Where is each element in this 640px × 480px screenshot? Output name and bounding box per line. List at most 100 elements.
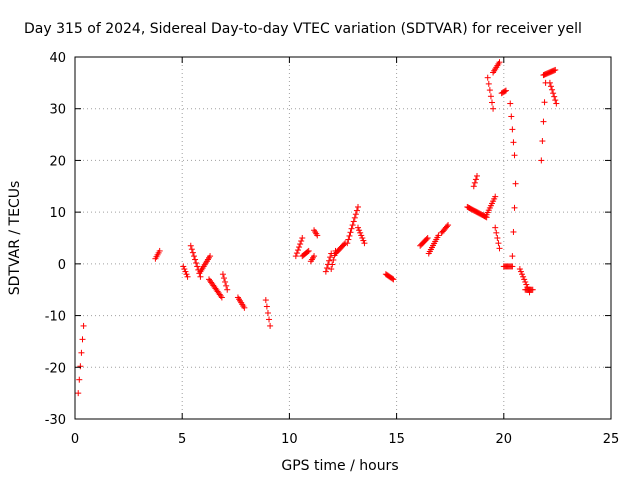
data-point (517, 268, 524, 275)
data-point (297, 241, 304, 248)
data-point (79, 336, 86, 343)
data-point (522, 278, 529, 285)
plot-frame (74, 56, 612, 420)
axis-ticks: 0 5 10 15 20 25 -30 -20 -10 0 10 20 30 40 (45, 51, 620, 447)
data-point (509, 263, 516, 270)
data-point (486, 87, 493, 94)
data-point (551, 93, 558, 100)
data-point (78, 349, 85, 356)
data-point (241, 304, 248, 311)
data-point (314, 232, 321, 239)
data-point (496, 59, 503, 66)
data-point (512, 180, 519, 187)
x-tick-label: 15 (388, 432, 405, 447)
data-point (221, 275, 228, 282)
data-point (361, 240, 368, 247)
data-point (357, 229, 364, 236)
data-point (509, 253, 516, 260)
data-point (507, 100, 514, 107)
y-tick-label: 30 (49, 103, 66, 118)
data-point (492, 193, 499, 200)
data-points (75, 59, 560, 397)
data-point (553, 100, 560, 107)
y-tick-label: -20 (45, 361, 66, 376)
data-point (350, 218, 357, 225)
data-point (293, 250, 300, 257)
data-point (328, 266, 335, 273)
data-point (77, 363, 84, 370)
data-point (197, 273, 204, 280)
data-point (472, 176, 479, 183)
data-point (509, 126, 516, 133)
data-point (183, 271, 190, 278)
data-point (181, 266, 188, 273)
data-point (184, 273, 191, 280)
data-point (218, 294, 225, 301)
x-tick-label: 10 (281, 432, 298, 447)
data-point (182, 268, 189, 275)
data-point (349, 222, 356, 229)
data-point (304, 248, 311, 255)
data-point (492, 224, 499, 231)
data-point (322, 268, 329, 275)
x-tick-label: 20 (496, 432, 513, 447)
data-point (355, 203, 362, 210)
y-tick-label: 20 (49, 154, 66, 169)
data-point (502, 87, 509, 94)
data-point (341, 241, 348, 248)
data-point (266, 316, 273, 323)
data-point (547, 83, 554, 90)
data-point (494, 235, 501, 241)
data-point (311, 253, 318, 260)
data-point (540, 118, 547, 125)
x-tick-label: 25 (603, 432, 620, 447)
data-point (180, 263, 187, 270)
y-tick-label: 10 (49, 206, 66, 221)
data-point (207, 253, 214, 260)
data-point (549, 86, 556, 93)
data-point (345, 236, 352, 243)
data-point (493, 229, 500, 236)
data-point (193, 259, 200, 266)
data-point (485, 80, 492, 87)
data-point (219, 271, 226, 278)
data-point (326, 257, 333, 264)
data-point (305, 247, 312, 254)
data-point (470, 183, 477, 190)
data-point (529, 286, 536, 293)
y-tick-label: 0 (58, 258, 66, 273)
data-point (352, 211, 359, 218)
data-point (75, 390, 82, 397)
data-point (521, 276, 528, 283)
data-point (508, 113, 515, 120)
data-point (156, 247, 163, 254)
data-point (445, 222, 452, 229)
data-point (76, 376, 83, 383)
data-point (390, 276, 397, 283)
data-point (264, 309, 271, 316)
x-tick-label: 0 (71, 432, 79, 447)
data-point (516, 266, 523, 273)
data-point (424, 235, 431, 241)
data-point (80, 322, 87, 329)
data-point (552, 97, 559, 104)
data-point (423, 236, 430, 243)
data-point (294, 247, 301, 254)
data-point (189, 249, 196, 256)
data-point (541, 99, 548, 106)
data-point (353, 207, 360, 214)
data-point (346, 232, 353, 239)
data-point (523, 281, 530, 288)
data-point (443, 223, 450, 230)
data-point (510, 139, 517, 146)
data-point (546, 79, 553, 86)
data-point (496, 245, 503, 252)
data-point (223, 282, 230, 289)
data-point (511, 152, 518, 159)
data-point (538, 157, 545, 164)
y-tick-label: -10 (45, 310, 66, 325)
data-point (539, 138, 546, 145)
data-point (263, 303, 270, 310)
data-point (351, 214, 358, 221)
